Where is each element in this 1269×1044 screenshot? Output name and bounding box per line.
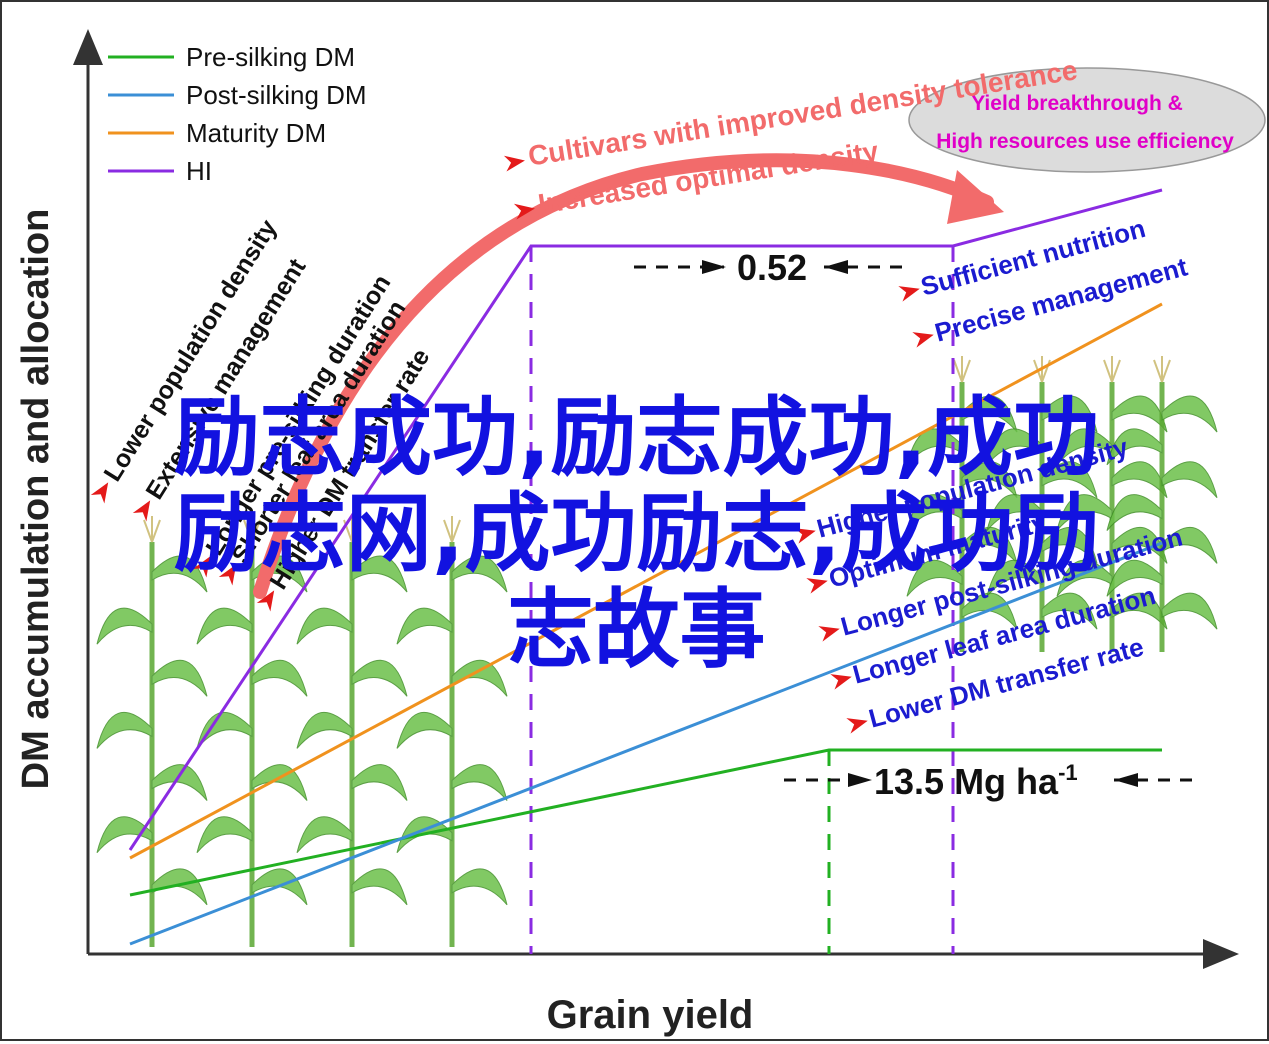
- corn-plant-icon: [986, 356, 1098, 652]
- hi-value-label: 0.52: [737, 247, 807, 288]
- improvement-arrowhead: [947, 170, 1004, 224]
- corn-plant-icon: [396, 516, 508, 947]
- ellipse-text-line-2: High resources use efficiency: [936, 130, 1234, 153]
- corn-plant-icon: [1106, 356, 1218, 652]
- legend-label-hi: HI: [186, 156, 212, 186]
- dm-value-label: 13.5 Mg ha-1: [874, 760, 1078, 802]
- improvement-arrow: [253, 153, 994, 599]
- left-factor-list: Lower population density Extensive manag…: [90, 215, 435, 612]
- yield-breakthrough-ellipse: [908, 67, 1266, 173]
- legend-label-pre-silking: Pre-silking DM: [186, 42, 355, 72]
- hi-value-annotation: 0.52: [634, 247, 910, 288]
- y-axis-label: DM accumulation and allocation: [15, 209, 57, 790]
- series-line-hi: [128, 188, 1163, 851]
- legend-label-maturity: Maturity DM: [186, 118, 326, 148]
- series-line-post-silking: [129, 541, 1163, 946]
- series-line-pre-silking: [129, 748, 1162, 897]
- series-line-maturity: [129, 302, 1163, 860]
- x-axis-label: Grain yield: [547, 993, 754, 1037]
- dm-value-annotation: 13.5 Mg ha-1: [784, 760, 1200, 802]
- ellipse-text-line-1: Yield breakthrough &: [971, 92, 1183, 115]
- right-upper-factor-list: Sufficient nutrition Precise management: [898, 213, 1191, 348]
- corn-plant-icon: [296, 516, 408, 947]
- legend-label-post-silking: Post-silking DM: [186, 80, 367, 110]
- legend: Pre-silking DM Post-silking DM Maturity …: [108, 42, 367, 186]
